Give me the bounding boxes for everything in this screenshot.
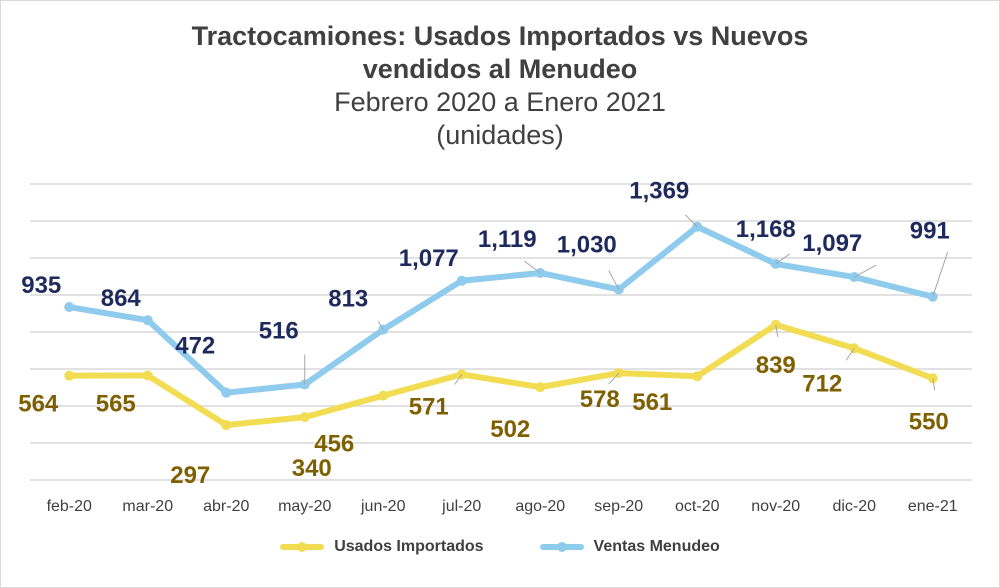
data-point xyxy=(535,382,546,393)
leader-line xyxy=(523,260,541,274)
data-label: 1,097 xyxy=(802,230,862,257)
data-label: 516 xyxy=(259,318,299,345)
x-tick-label: mar-20 xyxy=(122,498,173,515)
legend-item-ventas: Ventas Menudeo xyxy=(539,538,720,556)
leader-line xyxy=(932,251,949,297)
x-tick-label: oct-20 xyxy=(675,498,720,515)
legend-item-usados: Usados Importados xyxy=(280,538,484,556)
legend-swatch-ventas xyxy=(539,542,584,552)
data-label: 564 xyxy=(18,391,59,418)
x-tick-label: sep-20 xyxy=(594,498,643,515)
x-tick-label: dic-20 xyxy=(832,498,876,515)
chart-title-line2: vendidos al Menudeo xyxy=(362,54,638,84)
data-label: 1,119 xyxy=(478,226,537,253)
data-point xyxy=(142,315,153,326)
chart-legend: Usados Importados Ventas Menudeo xyxy=(0,538,1000,556)
data-label: 1,168 xyxy=(736,216,796,243)
data-label: 1,369 xyxy=(629,178,689,205)
leader-line xyxy=(608,270,620,290)
leader-line xyxy=(775,253,791,265)
legend-swatch-usados xyxy=(280,542,325,552)
leader-line xyxy=(845,348,855,361)
chart-subtitle: Febrero 2020 a Enero 2021 xyxy=(334,87,666,117)
leader-line xyxy=(377,321,384,330)
x-tick-label: may-20 xyxy=(278,498,331,515)
data-label: 565 xyxy=(96,390,136,417)
data-point xyxy=(64,302,75,313)
data-point xyxy=(221,420,232,431)
data-label: 340 xyxy=(292,455,332,482)
chart-title: Tractocamiones: Usados Importados vs Nue… xyxy=(191,21,809,51)
chart-units: (unidades) xyxy=(436,120,564,150)
data-point xyxy=(142,370,153,381)
data-label: 578 xyxy=(580,386,620,413)
leader-line xyxy=(608,372,620,385)
series-line-ventas xyxy=(66,223,936,396)
data-label: 1,077 xyxy=(399,245,459,272)
data-point xyxy=(221,387,232,398)
series-line-usados xyxy=(66,321,936,429)
chart-title-block: Tractocamiones: Usados Importados vs Nue… xyxy=(0,20,1000,152)
data-point xyxy=(378,390,389,401)
x-tick-label: abr-20 xyxy=(203,498,249,515)
data-label: 561 xyxy=(632,389,672,416)
data-point xyxy=(692,371,703,382)
data-label: 813 xyxy=(328,286,368,313)
leader-line xyxy=(932,378,936,391)
data-point xyxy=(64,370,75,381)
data-label: 864 xyxy=(101,285,142,312)
x-tick-label: jun-20 xyxy=(360,498,406,515)
leader-line xyxy=(775,324,779,337)
data-label: 935 xyxy=(21,272,61,299)
data-label: 712 xyxy=(802,370,842,397)
data-point xyxy=(299,412,310,423)
x-tick-label: jul-20 xyxy=(441,498,481,515)
leader-line xyxy=(684,214,698,228)
data-label: 839 xyxy=(756,352,796,379)
data-label: 502 xyxy=(490,416,530,443)
leader-line xyxy=(454,374,463,385)
data-label: 472 xyxy=(175,333,215,360)
data-label: 550 xyxy=(909,408,949,435)
data-label: 991 xyxy=(910,218,950,245)
leader-line xyxy=(854,264,877,278)
data-label: 571 xyxy=(409,393,449,420)
x-tick-label: ene-21 xyxy=(908,498,958,515)
x-tick-label: feb-20 xyxy=(47,498,92,515)
data-label: 1,030 xyxy=(557,231,617,258)
data-label: 456 xyxy=(314,431,354,458)
data-label: 297 xyxy=(170,462,210,489)
x-tick-label: ago-20 xyxy=(515,498,565,515)
data-point xyxy=(456,275,467,286)
legend-label-usados: Usados Importados xyxy=(334,538,484,555)
x-tick-label: nov-20 xyxy=(751,498,800,515)
legend-label-ventas: Ventas Menudeo xyxy=(593,538,720,555)
